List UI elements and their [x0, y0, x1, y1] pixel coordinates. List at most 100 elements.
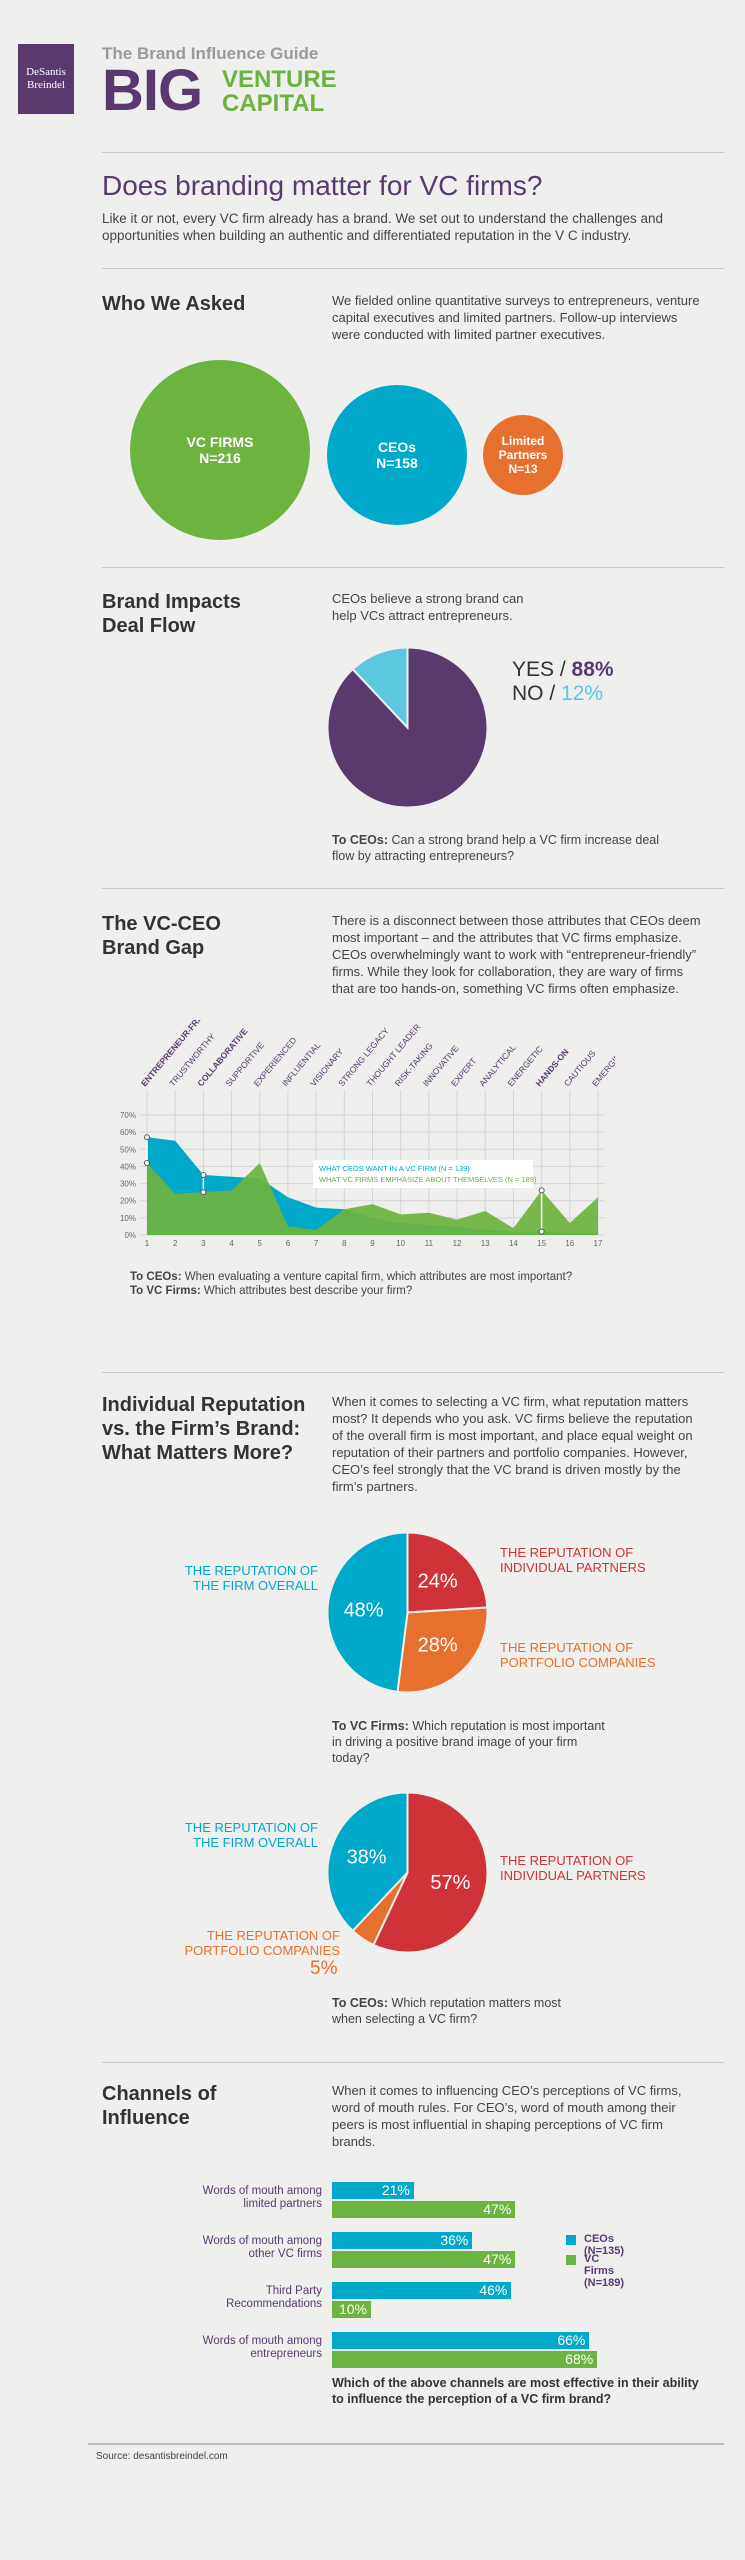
bar: 47% [332, 2201, 516, 2218]
venture-capital-title: VENTURE CAPITAL [222, 68, 337, 116]
category-label: EXPERT [449, 1056, 478, 1088]
y-tick-label: 60% [120, 1128, 136, 1137]
y-tick-label: 20% [120, 1197, 136, 1206]
partners-label: THE REPUTATION OF INDIVIDUAL PARTNERS [500, 1853, 646, 1883]
bubble-label: VC FIRMS [186, 434, 254, 450]
y-tick-label: 50% [120, 1145, 136, 1154]
x-tick-label: 8 [342, 1239, 347, 1248]
ceos-bubble: CEOs N=158 [327, 385, 467, 525]
y-tick-label: 10% [120, 1214, 136, 1223]
gap-point [144, 1134, 150, 1141]
gap-title-line: Brand Gap [102, 937, 205, 959]
category-label: Words of mouth among entrepreneurs [142, 2335, 322, 2361]
deal-title: Brand Impacts Deal Flow [102, 590, 241, 638]
x-tick-label: 2 [173, 1239, 178, 1248]
ceos-reputation-pie: 57% 38% [326, 1791, 489, 1954]
label-line: INDIVIDUAL PARTNERS [500, 1868, 646, 1883]
deal-title-line: Brand Impacts [102, 591, 241, 613]
label-line: THE REPUTATION OF [184, 1563, 318, 1578]
portfolio-value-label: 5% [310, 1958, 338, 1979]
logo-line-1: DeSantis [26, 66, 66, 78]
bar: 21% [332, 2182, 414, 2199]
bar: 36% [332, 2232, 473, 2249]
big-title: BIG [102, 58, 203, 123]
deal-text: CEOs believe a strong brand can help VCs… [332, 591, 524, 623]
x-tick-label: 17 [594, 1239, 603, 1248]
gap-title-line: The VC-CEO [102, 913, 221, 935]
page-title: Does branding matter for VC firms? [102, 170, 543, 201]
bubble-n: N=13 [508, 462, 538, 476]
divider [102, 268, 724, 269]
gap-text: There is a disconnect between those attr… [332, 913, 701, 996]
x-tick-label: 15 [537, 1239, 546, 1248]
label-line: INDIVIDUAL PARTNERS [500, 1560, 646, 1575]
rep-title: Individual Reputation vs. the Firm’s Bra… [102, 1393, 305, 1465]
label-line: PORTFOLIO COMPANIES [184, 1943, 340, 1958]
bar: 66% [332, 2332, 590, 2349]
label-line: entrepreneurs [250, 2348, 322, 2360]
pie-slice [351, 646, 409, 731]
legend-swatch [566, 2255, 576, 2265]
x-tick-label: 7 [314, 1239, 319, 1248]
y-tick-label: 0% [124, 1231, 136, 1240]
gap-point [200, 1189, 207, 1196]
bar: 46% [332, 2282, 512, 2299]
x-tick-label: 14 [509, 1239, 518, 1248]
rep-question-2: To CEOs: Which reputation matters most w… [332, 1995, 592, 2027]
vc-firms-reputation-pie: 24% 28% 48% [326, 1531, 489, 1694]
gap-point [538, 1187, 545, 1194]
question-target: To VC Firms: [130, 1285, 201, 1297]
deal-title-line: Deal Flow [102, 615, 196, 637]
divider [102, 888, 724, 889]
category-label: Words of mouth among limited partners [142, 2185, 322, 2211]
label-line: THE REPUTATION OF [500, 1640, 634, 1655]
channels-question: Which of the above channels are most eff… [332, 2376, 699, 2406]
x-tick-label: 5 [258, 1239, 263, 1248]
pie-slice [406, 1531, 489, 1614]
guide-title: The Brand Influence Guide [102, 44, 319, 63]
x-tick-label: 13 [481, 1239, 490, 1248]
x-tick-label: 16 [565, 1239, 574, 1248]
capital-word: CAPITAL [222, 90, 325, 117]
portfolio-label: THE REPUTATION OF PORTFOLIO COMPANIES [150, 1928, 340, 1958]
pie-value-label: 38% [347, 1846, 387, 1868]
x-tick-label: 10 [396, 1239, 405, 1248]
rep-question-1: To VC Firms: Which reputation is most im… [332, 1718, 612, 1766]
legend-entry: VC Firms (N=189) [584, 2253, 625, 2289]
bar: 47% [332, 2251, 516, 2268]
gap-point [538, 1228, 545, 1235]
x-tick-label: 3 [201, 1239, 206, 1248]
question-target: To CEOs: [130, 1271, 182, 1283]
rep-text: When it comes to selecting a VC firm, wh… [332, 1394, 693, 1494]
legend-box [313, 1160, 533, 1188]
intro-text: Like it or not, every VC firm already ha… [102, 211, 664, 243]
divider [102, 567, 724, 568]
label-line: Words of mouth among [202, 2335, 322, 2347]
category-label: THOUGHT LEADER [364, 1022, 422, 1088]
channels-title-line: Influence [102, 2107, 190, 2129]
yes-value: 88% [571, 658, 614, 681]
label-line: Recommendations [226, 2298, 322, 2310]
label-line: THE REPUTATION OF [184, 1820, 318, 1835]
question-text: Can a strong brand help a VC firm increa… [332, 833, 660, 863]
x-tick-label: 4 [229, 1239, 234, 1248]
firm-overall-label: THE REPUTATION OF THE FIRM OVERALL [140, 1820, 318, 1850]
pie-value-label: 24% [418, 1570, 458, 1592]
limited-partners-bubble: Limited Partners N=13 [483, 415, 563, 495]
y-tick-label: 40% [120, 1162, 136, 1171]
legend-entry: CEOs (N=135) [584, 2233, 625, 2257]
bubble-label: Limited Partners [498, 434, 548, 462]
bar: 10% [332, 2301, 371, 2318]
yes-label: YES / [512, 658, 566, 681]
rep-title-line: vs. the Firm’s Brand: [102, 1418, 301, 1440]
gap-point [144, 1160, 150, 1166]
pie-slice [326, 1791, 409, 1933]
who-text: We fielded online quantitative surveys t… [332, 293, 700, 342]
category-label: STRONG LEGACY [336, 1026, 391, 1089]
label-line: Words of mouth among [202, 2185, 322, 2197]
category-label: Words of mouth among other VC firms [142, 2235, 322, 2261]
deal-question: To CEOs: Can a strong brand help a VC fi… [332, 832, 672, 864]
gap-title: The VC-CEO Brand Gap [102, 912, 221, 960]
source-note: Source: desantisbreindel.com [96, 2451, 228, 2462]
firm-overall-label: THE REPUTATION OF THE FIRM OVERALL [140, 1563, 318, 1593]
